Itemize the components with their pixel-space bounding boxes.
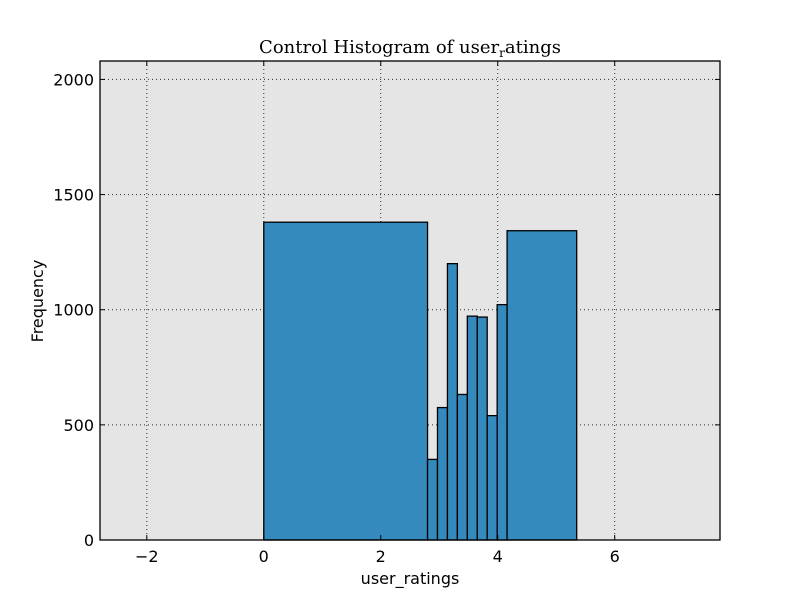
plot-frame: [99, 60, 721, 541]
histogram-bar: [496, 303, 508, 541]
y-tick-label: 2000: [53, 70, 94, 89]
histogram-bar: [263, 221, 429, 541]
x-tick-label: 2: [376, 547, 386, 566]
x-tick-label: 4: [493, 547, 503, 566]
chart-title-rest: atings: [505, 37, 561, 58]
histogram-bar: [506, 230, 578, 541]
histogram-bar: [426, 458, 439, 541]
x-tick-label: −2: [135, 547, 159, 566]
histogram-bar: [466, 315, 478, 541]
histogram-bar: [476, 316, 488, 541]
y-tick-label: 500: [63, 416, 94, 435]
y-tick-label: 1500: [53, 186, 94, 205]
chart-title-subscript: r: [499, 46, 505, 60]
y-tick-label: 0: [84, 531, 94, 550]
histogram-bar: [456, 393, 468, 541]
chart-title: Control Histogram of userratings: [259, 37, 561, 60]
histogram-bar: [436, 406, 449, 541]
y-axis-label: Frequency: [28, 260, 47, 343]
histogram-bar: [486, 414, 498, 541]
chart-title-main: Control Histogram of user: [259, 37, 499, 58]
x-tick-label: 0: [259, 547, 269, 566]
y-tick-label: 1000: [53, 301, 94, 320]
x-axis-label: user_ratings: [361, 569, 460, 589]
histogram-bar: [446, 263, 459, 541]
x-tick-label: 6: [610, 547, 620, 566]
